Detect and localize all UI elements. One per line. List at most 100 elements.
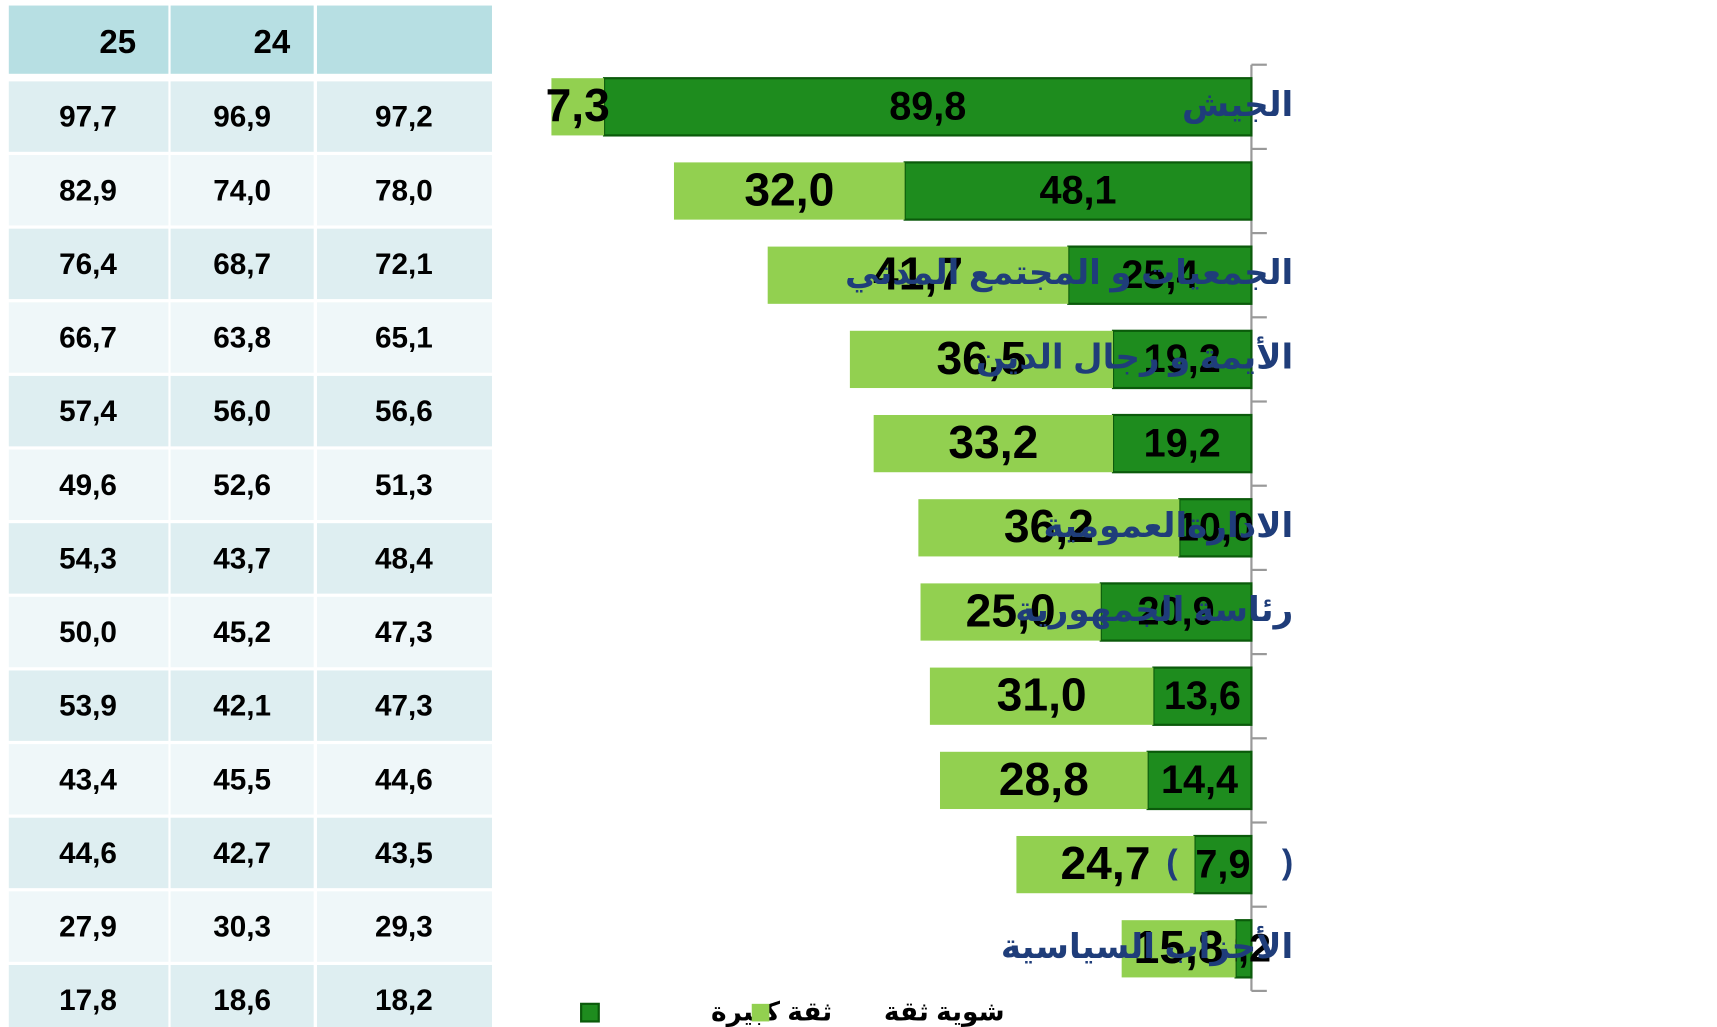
table-cell <box>8 155 169 226</box>
table-cell <box>316 817 492 889</box>
table-value: 78,0 <box>375 174 433 207</box>
value-label: 33,2 <box>948 416 1038 468</box>
bar-segment <box>1016 835 1195 894</box>
bar-segment <box>918 499 1180 557</box>
table-cell <box>170 81 314 152</box>
table-cell <box>8 744 169 815</box>
bar-segment <box>929 667 1154 725</box>
value-label: 31,0 <box>997 669 1087 721</box>
value-label: 7,9 <box>1195 842 1250 886</box>
bar-segment <box>903 161 1253 221</box>
table-cell <box>316 228 492 300</box>
table-value: 44,6 <box>375 763 433 796</box>
value-label: 25,4 <box>1121 253 1198 297</box>
table-value: 97,2 <box>375 101 433 134</box>
value-label: 48,1 <box>1040 169 1117 213</box>
table-value: 50,0 <box>59 616 117 649</box>
table-value: 53,9 <box>59 690 117 723</box>
table-value: 65,1 <box>375 322 433 355</box>
table-value: 45,2 <box>213 616 271 649</box>
category-label: الأيمة و رجال الدين <box>976 335 1293 377</box>
table-value: 56,0 <box>213 395 271 428</box>
table-value: 30,3 <box>213 911 271 944</box>
legend-label: ثقة كبيرة <box>711 997 832 1027</box>
table-value: 43,4 <box>59 763 117 796</box>
table-value: 27,9 <box>59 911 117 944</box>
value-label: 14,4 <box>1161 758 1238 802</box>
table-value: 74,0 <box>213 174 271 207</box>
table-value: 82,9 <box>59 174 117 207</box>
table-value: 51,3 <box>375 469 433 502</box>
table-value: 45,5 <box>213 763 271 796</box>
table-cell <box>170 375 314 447</box>
bar-segment <box>602 77 1253 137</box>
table-cell <box>316 81 492 152</box>
category-label: ( ) <box>1166 844 1293 882</box>
table-cell <box>170 302 314 373</box>
table-cell <box>170 670 314 741</box>
table-value: 68,7 <box>213 248 271 281</box>
table-cell <box>170 964 314 1027</box>
bar-segment <box>551 78 605 136</box>
table-cell <box>170 596 314 668</box>
table-value: 47,3 <box>375 616 433 649</box>
table-value: 97,7 <box>59 101 117 134</box>
value-label: 25,0 <box>966 584 1056 636</box>
table-cell <box>8 964 169 1027</box>
table-cell <box>170 155 314 226</box>
legend-swatch <box>751 1003 770 1022</box>
table-cell <box>170 891 314 962</box>
bar-segment <box>673 162 905 220</box>
table-cell <box>316 744 492 815</box>
value-label: 13,6 <box>1164 674 1241 718</box>
table-value: 43,7 <box>213 542 271 575</box>
legend-label: شوية ثقة <box>884 997 1005 1027</box>
value-label: 15,8 <box>1134 921 1224 973</box>
table-value: 52,6 <box>213 469 271 502</box>
table-value: 18,2 <box>375 984 433 1017</box>
table-cell <box>170 817 314 889</box>
bar-segment <box>939 751 1148 810</box>
table-cell <box>8 375 169 447</box>
table-cell <box>170 523 314 594</box>
header-cell <box>316 5 492 74</box>
bar-segment <box>849 330 1114 389</box>
value-label: 36,5 <box>936 332 1026 384</box>
table-cell <box>316 449 492 520</box>
table-value: 42,7 <box>213 837 271 870</box>
table-cell <box>8 670 169 741</box>
bar-segment <box>1152 666 1253 726</box>
header-cell <box>170 5 314 74</box>
bar-segment <box>873 414 1114 473</box>
table-cell <box>170 449 314 520</box>
table-value: 43,5 <box>375 837 433 870</box>
value-label: 36,2 <box>1004 500 1094 552</box>
table-cell <box>8 449 169 520</box>
value-label: 32,0 <box>744 163 834 215</box>
table-cell <box>316 891 492 962</box>
bar-segment <box>767 246 1069 304</box>
bar-segment <box>1121 920 1236 978</box>
table-value: 54,3 <box>59 542 117 575</box>
table-value: 44,6 <box>59 837 117 870</box>
header-label: 24 <box>253 23 290 60</box>
value-label: 7,3 <box>546 79 610 131</box>
value-label: 89,8 <box>889 84 966 128</box>
value-label: 19,2 <box>1144 421 1221 465</box>
table-value: 63,8 <box>213 322 271 355</box>
header-cell <box>8 5 169 74</box>
table-cell <box>316 523 492 594</box>
bar-segment <box>920 583 1101 641</box>
value-label: 24,7 <box>1060 837 1150 889</box>
table-cell <box>316 596 492 668</box>
value-label: 41,7 <box>873 248 963 300</box>
table-cell <box>316 964 492 1027</box>
table-value: 72,1 <box>375 248 433 281</box>
value-label: 28,8 <box>999 753 1089 805</box>
table-cell <box>316 670 492 741</box>
table-value: 57,4 <box>59 395 117 428</box>
table-value: 56,6 <box>375 395 433 428</box>
legend-swatch <box>580 1002 600 1023</box>
bar-segment <box>1111 413 1253 474</box>
category-label: رئاسة الجمهورية <box>1015 591 1293 630</box>
